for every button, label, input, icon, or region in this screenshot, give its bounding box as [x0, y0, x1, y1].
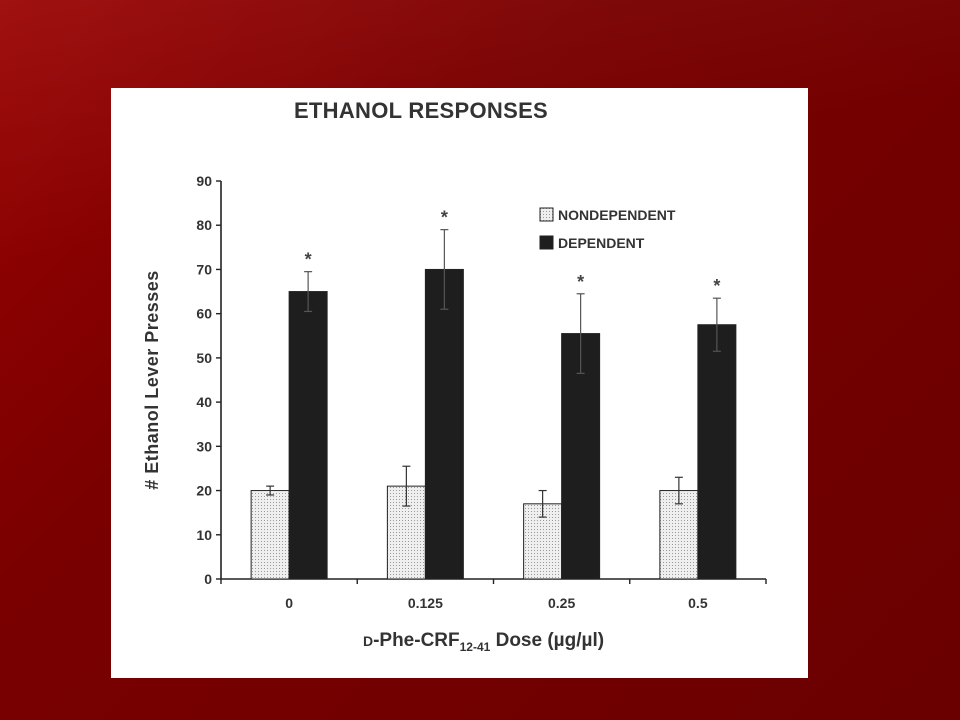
- significance-marker: *: [713, 276, 720, 296]
- legend-label-dependent: DEPENDENT: [558, 235, 645, 251]
- y-axis-label: # Ethanol Lever Presses: [142, 270, 162, 490]
- y-tick-label: 10: [196, 527, 212, 543]
- y-tick-label: 0: [204, 571, 212, 587]
- bar-nondependent: [250, 490, 290, 580]
- bar-dependent: [424, 268, 464, 580]
- y-tick-label: 80: [196, 217, 212, 233]
- x-tick-label: 0.125: [408, 595, 443, 611]
- y-tick-label: 90: [196, 173, 212, 189]
- y-tick-label: 20: [196, 483, 212, 499]
- figure-panel: ETHANOL RESPONSES 0 10 20 30 40 50 60 70 80 90 * 0 *…: [111, 88, 808, 678]
- x-axis-label-prefix: D: [363, 633, 373, 649]
- legend-swatch-nondependent: [539, 207, 554, 222]
- significance-marker: *: [441, 208, 448, 228]
- x-axis-label: D-Phe-CRF12-41 Dose (µg/µl): [363, 630, 604, 654]
- x-axis-label-suffix: Dose (µg/µl): [490, 630, 604, 651]
- y-tick-label: 60: [196, 306, 212, 322]
- significance-marker: *: [577, 272, 584, 292]
- x-tick-label: 0.25: [548, 595, 575, 611]
- bar-dependent: [288, 291, 328, 580]
- legend-label-nondependent: NONDEPENDENT: [558, 207, 676, 223]
- x-tick-label: 0.5: [688, 595, 708, 611]
- y-tick-label: 30: [196, 438, 212, 454]
- chart-title: ETHANOL RESPONSES: [293, 98, 549, 123]
- x-axis-label-main: -Phe-CRF: [373, 630, 460, 651]
- significance-marker: *: [305, 250, 312, 270]
- bar-chart: 0 10 20 30 40 50 60 70 80 90 * 0 * 0.125 * 0.25 * 0.5 # Et…: [142, 173, 767, 654]
- x-axis-label-subscript: 12-41: [460, 640, 491, 654]
- y-tick-label: 40: [196, 394, 212, 410]
- y-tick-label: 70: [196, 261, 212, 277]
- legend-swatch-dependent: [539, 235, 554, 250]
- y-tick-label: 50: [196, 350, 212, 366]
- x-tick-label: 0: [285, 595, 293, 611]
- bar-dependent: [697, 324, 737, 580]
